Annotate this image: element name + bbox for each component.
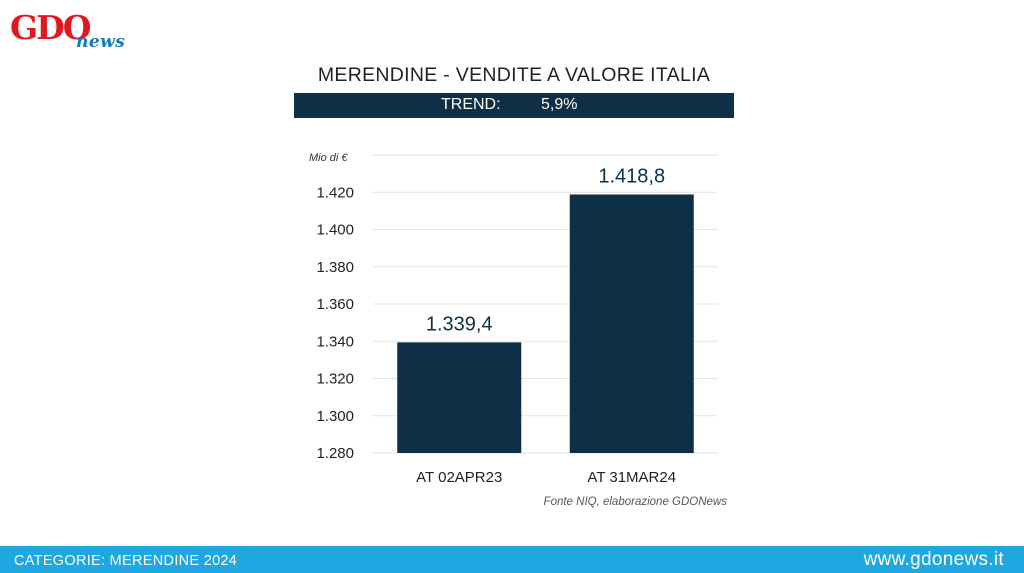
y-tick-label: 1.380 bbox=[316, 259, 354, 276]
y-tick-label: 1.340 bbox=[316, 333, 354, 350]
y-axis-unit-label: Mio di € bbox=[309, 152, 348, 164]
footer-bar: CATEGORIE: MERENDINE 2024 www.gdonews.it bbox=[0, 546, 1024, 573]
logo-news-text: news bbox=[76, 32, 126, 52]
footer-website-link[interactable]: www.gdonews.it bbox=[863, 549, 1004, 570]
y-tick-label: 1.280 bbox=[316, 445, 354, 462]
y-tick-label: 1.360 bbox=[316, 296, 354, 313]
logo-gdo-text: GDO bbox=[10, 8, 92, 47]
bar-chart: 1.280 1.300 1.320 1.340 1.360 1.380 1.400 1.420… bbox=[309, 152, 728, 508]
y-tick-label: 1.300 bbox=[316, 408, 354, 425]
bar-2 bbox=[569, 194, 694, 454]
y-tick-label: 1.420 bbox=[316, 184, 354, 201]
trend-banner: TREND: 5,9% bbox=[294, 93, 734, 118]
gdonews-logo[interactable]: GDO news bbox=[10, 8, 150, 58]
bar-data-label: 1.418,8 bbox=[598, 165, 665, 187]
y-tick-label: 1.320 bbox=[316, 371, 354, 388]
trend-value: 5,9% bbox=[541, 96, 578, 113]
source-note: Fonte NIQ, elaborazione GDONews bbox=[544, 496, 728, 508]
bar-data-label: 1.339,4 bbox=[426, 313, 493, 335]
footer-category: CATEGORIE: MERENDINE 2024 bbox=[14, 553, 238, 569]
y-tick-label: 1.400 bbox=[316, 222, 354, 239]
bar-1 bbox=[397, 342, 522, 453]
trend-label: TREND: bbox=[441, 96, 501, 113]
chart-title: MERENDINE - VENDITE A VALORE ITALIA bbox=[317, 64, 711, 86]
x-category-label: AT 31MAR24 bbox=[587, 469, 676, 486]
x-category-label: AT 02APR23 bbox=[416, 469, 502, 486]
